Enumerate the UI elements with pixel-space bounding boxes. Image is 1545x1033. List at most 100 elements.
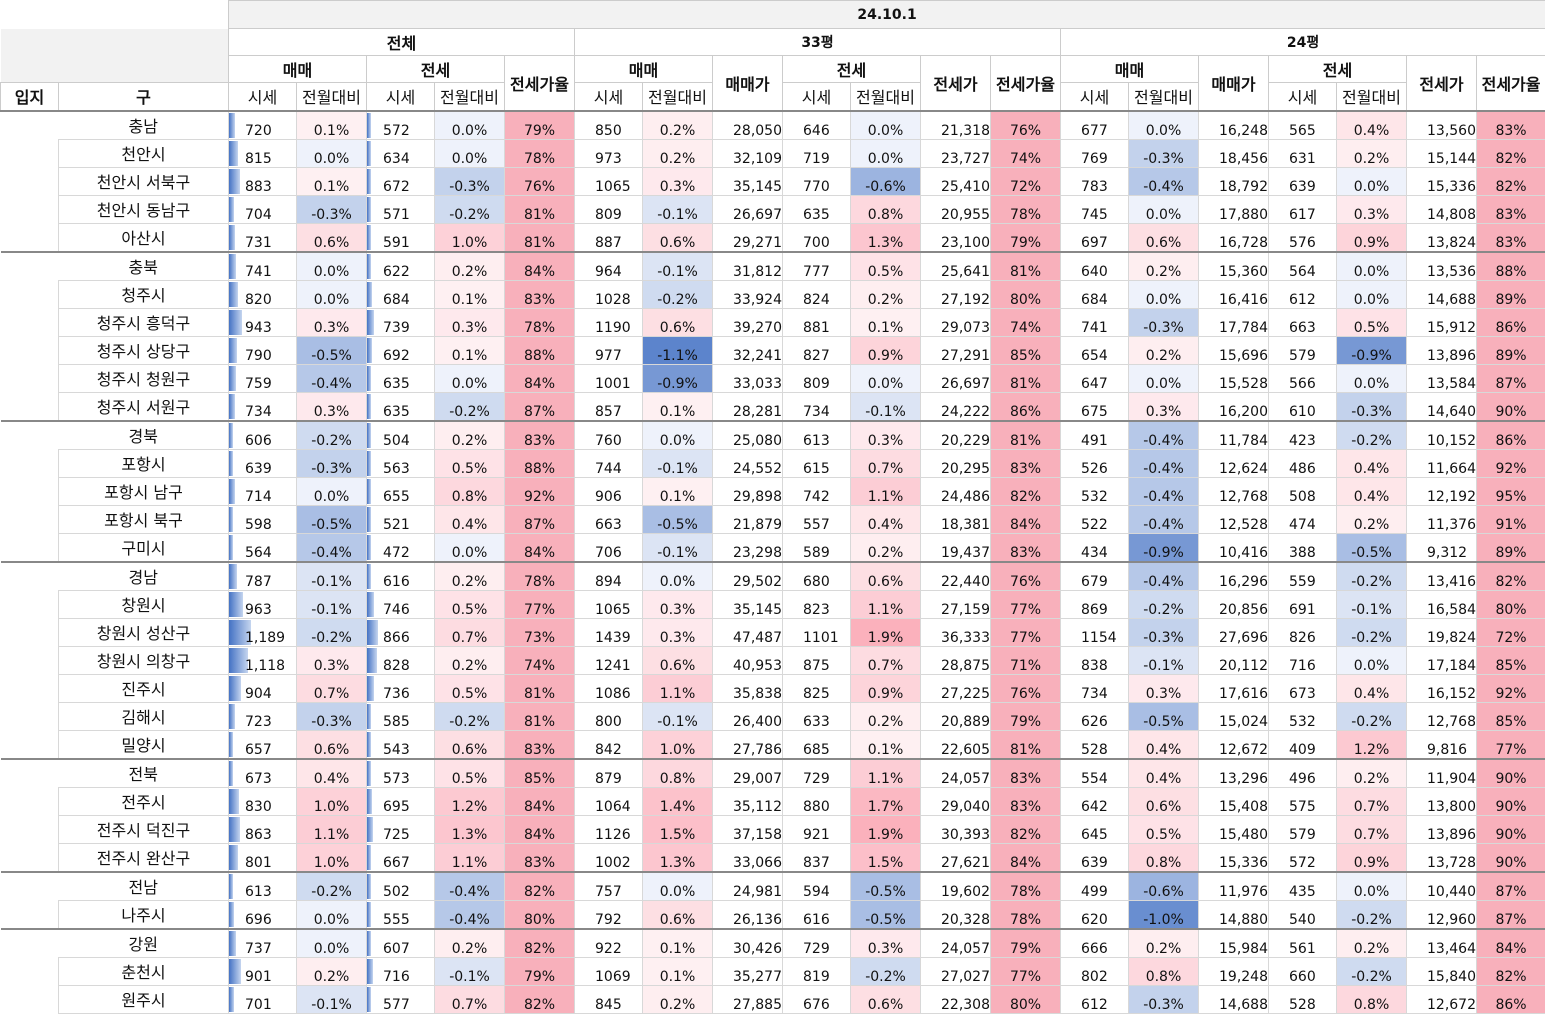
price-value: 904: [245, 685, 272, 702]
price-value: 660: [1268, 956, 1337, 986]
price-value: 17,184: [1406, 645, 1477, 675]
price-value: 894: [574, 560, 643, 591]
price-value: 759: [245, 375, 272, 392]
price-bar-cell: 571: [366, 194, 435, 224]
location-cell: [1, 957, 59, 985]
price-value: 589: [782, 532, 851, 562]
col-jeonse-price: 전세가: [920, 55, 991, 111]
price-bar: [367, 873, 371, 899]
jeonse-rate: 81%: [504, 701, 575, 731]
mom-change: 0.8%: [1336, 984, 1407, 1014]
mom-change: 0.9%: [850, 673, 921, 703]
price-value: 647: [1060, 363, 1129, 393]
mom-change: 0.0%: [296, 279, 367, 309]
price-value: 13,800: [1406, 786, 1477, 816]
price-bar-cell: 635: [366, 363, 435, 393]
price-bar-cell: 1,118: [228, 645, 297, 675]
price-value: 16,200: [1198, 391, 1269, 421]
price-value: 14,688: [1406, 279, 1477, 309]
mom-change: 0.4%: [1336, 448, 1407, 478]
price-value: 575: [1268, 786, 1337, 816]
price-bar: [367, 788, 373, 814]
price-value: 880: [782, 786, 851, 816]
price-value: 502: [383, 883, 410, 900]
mom-change: -0.1%: [642, 701, 713, 731]
price-value: 571: [383, 206, 410, 223]
mom-change: 1.1%: [850, 589, 921, 619]
jeonse-rate: 95%: [1475, 476, 1545, 506]
price-value: 13,464: [1406, 927, 1477, 958]
price-value: 639: [1268, 166, 1337, 196]
price-value: 777: [782, 250, 851, 281]
mom-change: 0.0%: [642, 560, 713, 591]
price-bar: [229, 901, 235, 927]
price-value: 27,885: [712, 984, 783, 1014]
jeonse-rate: 77%: [1475, 729, 1545, 759]
price-value: 1190: [574, 307, 643, 337]
price-value: 13,896: [1406, 814, 1477, 844]
mom-change: 0.4%: [1336, 476, 1407, 506]
jeonse-rate: 85%: [504, 757, 575, 788]
jeonse-rate: 83%: [990, 786, 1061, 816]
gu-name: 충남: [58, 109, 229, 140]
price-value: 13,560: [1406, 109, 1477, 140]
price-value: 15,144: [1406, 138, 1477, 168]
mom-change: -0.5%: [1128, 701, 1199, 731]
gu-name: 청주시 청원구: [58, 363, 229, 393]
price-value: 1101: [782, 617, 851, 647]
gu-name: 진주시: [58, 673, 229, 703]
jeonse-rate: 80%: [990, 984, 1061, 1014]
location-cell: [1, 308, 59, 336]
price-value: 14,688: [1198, 984, 1269, 1014]
mom-change: 0.0%: [434, 532, 505, 562]
location-cell: [1, 787, 59, 815]
price-value: 16,728: [1198, 222, 1269, 252]
price-bar-cell: 714: [228, 476, 297, 506]
price-bar: [229, 253, 236, 279]
price-value: 563: [383, 460, 410, 477]
gu-name: 경북: [58, 419, 229, 450]
jeonse-rate: 82%: [1475, 560, 1545, 591]
price-bar: [367, 563, 371, 589]
jeonse-rate: 83%: [504, 842, 575, 872]
price-bar: [367, 930, 371, 956]
price-value: 802: [1060, 956, 1129, 986]
price-value: 13,296: [1198, 757, 1269, 788]
price-value: 24,057: [920, 757, 991, 788]
jeonse-rate: 77%: [504, 589, 575, 619]
price-value: 20,955: [920, 194, 991, 224]
price-value: 20,229: [920, 419, 991, 450]
mom-change: 0.2%: [296, 956, 367, 986]
mom-change: 0.3%: [1336, 194, 1407, 224]
price-value: 26,400: [712, 701, 783, 731]
price-bar: [229, 731, 233, 757]
mom-change: -0.3%: [1128, 984, 1199, 1014]
price-bar: [229, 281, 239, 307]
price-value: 676: [782, 984, 851, 1014]
price-bar-cell: 904: [228, 673, 297, 703]
price-bar: [229, 112, 235, 138]
table-header: 24.10.1 전체 33평 24평 매매 전세 전세가율 매매 매매가 전세 …: [0, 0, 1545, 111]
price-bar: [367, 478, 371, 504]
price-bar-cell: 572: [366, 109, 435, 140]
price-bar: [229, 930, 236, 956]
price-value: 16,152: [1406, 673, 1477, 703]
mom-change: 0.3%: [1128, 391, 1199, 421]
price-value: 869: [1060, 589, 1129, 619]
mom-change: 0.5%: [850, 250, 921, 281]
jeonse-rate: 92%: [504, 476, 575, 506]
mom-change: 0.2%: [434, 560, 505, 591]
mom-change: 1.3%: [434, 814, 505, 844]
price-value: 491: [1060, 419, 1129, 450]
mom-change: -0.2%: [1336, 419, 1407, 450]
mom-change: 1.4%: [642, 786, 713, 816]
mom-change: -0.1%: [642, 448, 713, 478]
price-value: 29,502: [712, 560, 783, 591]
price-bar-cell: 801: [228, 842, 297, 872]
table-row: 충북 741 0.0% 622 0.2% 84% 964 -0.1% 31,812 777 0.5%…: [0, 250, 1545, 281]
price-value: 13,536: [1406, 250, 1477, 281]
price-value: 742: [782, 476, 851, 506]
mom-change: 0.9%: [850, 335, 921, 365]
col-rate: 전세가율: [990, 55, 1061, 111]
location-cell: [0, 419, 59, 449]
